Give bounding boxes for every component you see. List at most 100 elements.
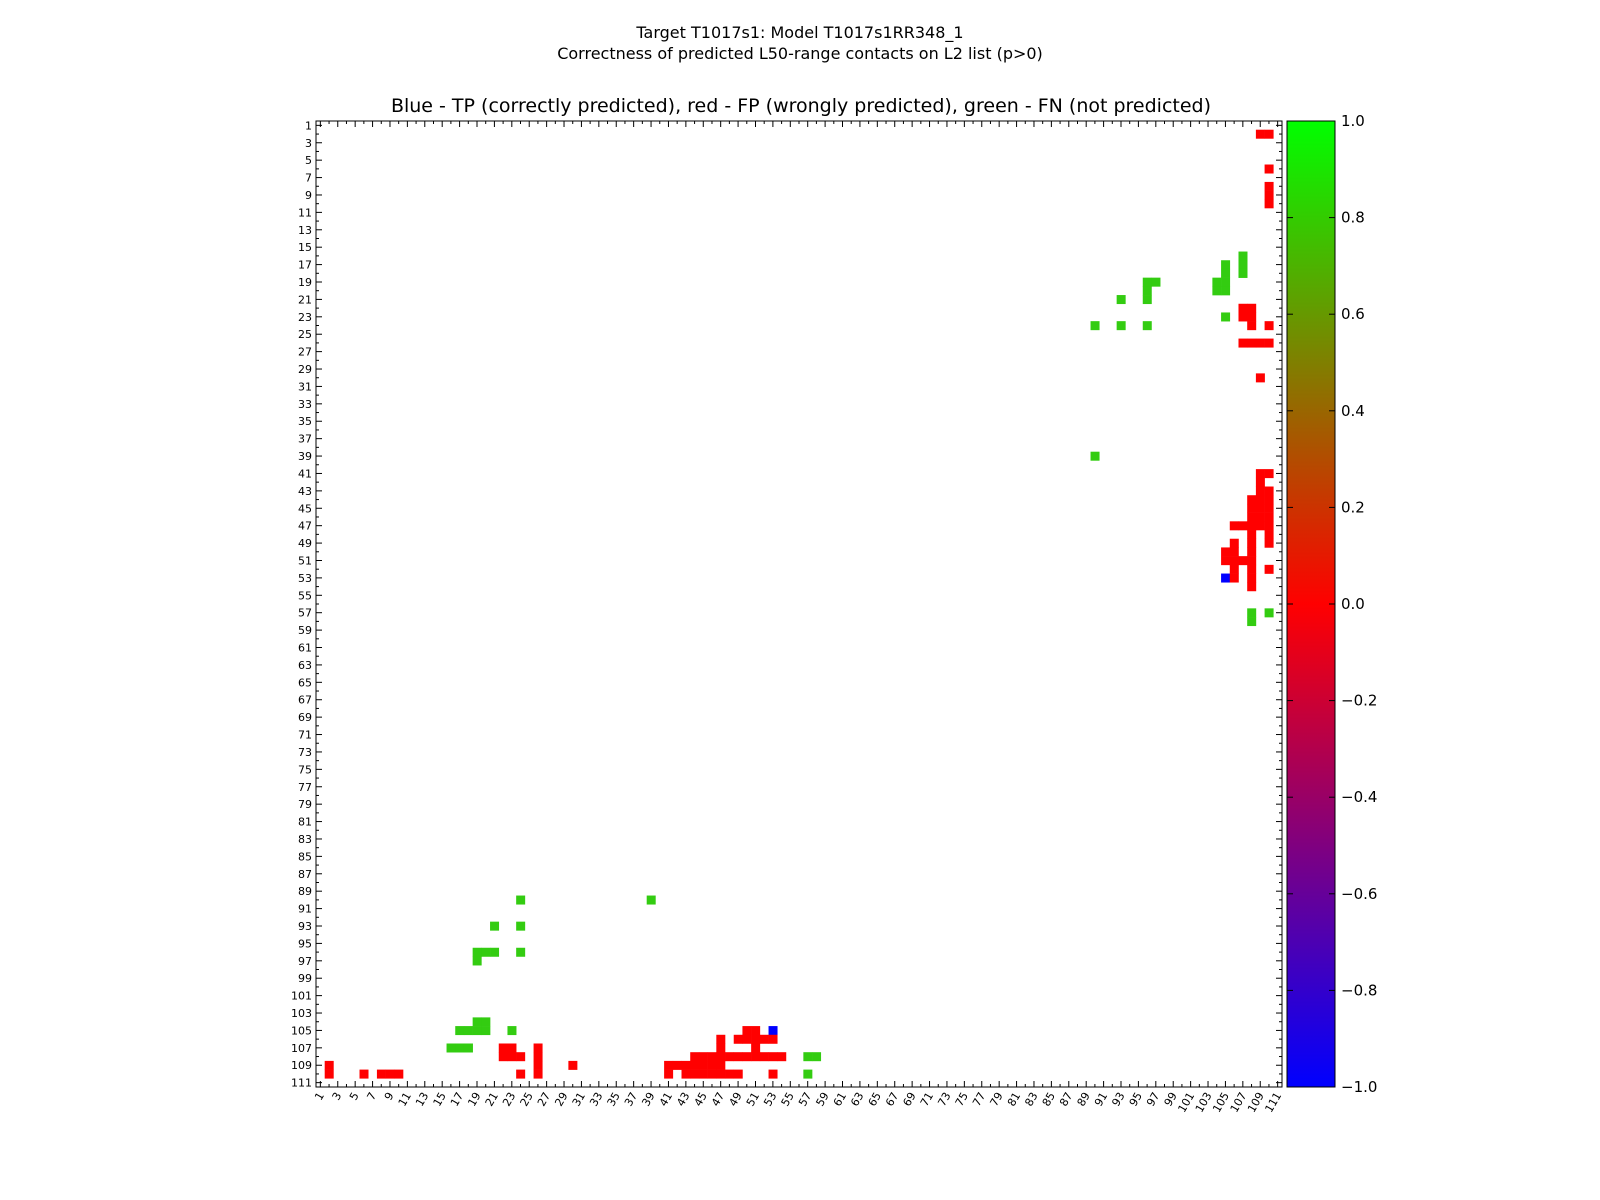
x-tick-label: 89 <box>1075 1090 1093 1109</box>
heatmap-cell-68 <box>1247 564 1257 574</box>
heatmap-cell-14 <box>1221 277 1231 287</box>
heatmap-cell-43 <box>1264 495 1274 505</box>
x-tick-label: 37 <box>622 1090 640 1109</box>
heatmap-cell-28 <box>1247 321 1257 331</box>
heatmap-cell-38 <box>1255 477 1265 487</box>
x-tick-label: 5 <box>347 1090 362 1103</box>
heatmap-cell-36 <box>1255 469 1265 479</box>
y-tick-label: 11 <box>298 206 312 219</box>
x-tick-label: 101 <box>1175 1090 1197 1115</box>
y-tick-label: 71 <box>298 729 312 742</box>
heatmap-cell-147 <box>698 1069 708 1079</box>
heatmap-cell-126 <box>812 1052 822 1062</box>
y-tick-label: 89 <box>298 885 312 898</box>
heatmap-cell-50 <box>1229 521 1239 531</box>
figure-suptitle-line2: Correctness of predicted L50-range conta… <box>557 44 1043 63</box>
heatmap-cell-91 <box>481 1026 491 1036</box>
chart-title: Blue - TP (correctly predicted), red - F… <box>390 95 1212 117</box>
x-tick-label: 95 <box>1127 1090 1145 1109</box>
heatmap-cell-119 <box>733 1052 743 1062</box>
x-tick-label: 97 <box>1144 1090 1162 1109</box>
y-tick-label: 21 <box>298 293 312 306</box>
x-tick-label: 107 <box>1228 1090 1250 1115</box>
heatmap-cell-63 <box>1221 556 1231 566</box>
y-tick-label: 85 <box>298 850 312 863</box>
x-tick-label: 79 <box>988 1090 1006 1109</box>
y-tick-label: 47 <box>298 520 312 533</box>
heatmap-cell-133 <box>690 1060 700 1070</box>
heatmap-cell-93 <box>742 1026 752 1036</box>
heatmap-cell-61 <box>1229 547 1239 557</box>
x-tick-label: 15 <box>431 1090 449 1109</box>
heatmap-cell-145 <box>681 1069 691 1079</box>
x-tick-label: 59 <box>813 1090 831 1109</box>
heatmap-cell-27 <box>1142 321 1152 331</box>
colorbar-tick-label: 0.8 <box>1341 209 1365 227</box>
heatmap-cell-15 <box>1142 286 1152 296</box>
heatmap-cell-116 <box>707 1052 717 1062</box>
heatmap-cell-82 <box>481 947 491 957</box>
y-tick-label: 81 <box>298 816 312 829</box>
heatmap-cell-33 <box>1264 338 1274 348</box>
heatmap-cell-64 <box>1229 556 1239 566</box>
heatmap-cell-140 <box>385 1069 395 1079</box>
x-tick-label: 111 <box>1262 1090 1284 1115</box>
heatmap-cell-66 <box>1247 556 1257 566</box>
y-tick-label: 55 <box>298 589 312 602</box>
heatmap-cell-54 <box>1264 521 1274 531</box>
heatmap-cell-132 <box>681 1060 691 1070</box>
heatmap-cell-94 <box>751 1026 761 1036</box>
y-tick-label: 67 <box>298 694 312 707</box>
heatmap-cell-136 <box>716 1060 726 1070</box>
x-tick-label: 35 <box>605 1090 623 1109</box>
y-tick-label: 93 <box>298 920 312 933</box>
heatmap-cell-3 <box>1264 181 1274 191</box>
heatmap-cell-35 <box>1090 451 1100 461</box>
x-tick-label: 55 <box>779 1090 797 1109</box>
heatmap-cell-104 <box>463 1043 473 1053</box>
y-tick-label: 51 <box>298 554 312 567</box>
heatmap-cell-24 <box>1247 312 1257 322</box>
heatmap-cell-44 <box>1247 503 1257 513</box>
heatmap-cell-16 <box>1212 286 1222 296</box>
heatmap-cell-152 <box>768 1069 778 1079</box>
heatmap-cell-0 <box>1255 129 1265 139</box>
heatmap-cell-73 <box>1247 582 1257 592</box>
y-tick-label: 109 <box>291 1059 312 1072</box>
y-tick-label: 95 <box>298 937 312 950</box>
heatmap-cell-41 <box>1247 495 1257 505</box>
y-tick-label: 37 <box>298 433 312 446</box>
heatmap-cell-114 <box>690 1052 700 1062</box>
heatmap-cell-111 <box>507 1052 517 1062</box>
heatmap-cell-47 <box>1247 512 1257 522</box>
heatmap-cell-131 <box>672 1060 682 1070</box>
heatmap-cell-40 <box>1264 486 1274 496</box>
heatmap-cell-78 <box>646 895 656 905</box>
x-tick-label: 93 <box>1109 1090 1127 1109</box>
heatmap-cell-74 <box>1247 608 1257 618</box>
y-tick-label: 19 <box>298 276 312 289</box>
x-tick-label: 105 <box>1210 1090 1232 1115</box>
x-tick-label: 45 <box>692 1090 710 1109</box>
heatmap-cell-46 <box>1264 503 1274 513</box>
y-tick-label: 59 <box>298 624 312 637</box>
heatmap-cell-19 <box>1142 295 1152 305</box>
heatmap-cell-58 <box>1247 538 1257 548</box>
x-tick-label: 31 <box>570 1090 588 1109</box>
y-tick-label: 33 <box>298 398 312 411</box>
heatmap-cell-5 <box>1264 199 1274 209</box>
colorbar <box>1286 120 1336 1088</box>
y-tick-label: 97 <box>298 955 312 968</box>
heatmap-cell-32 <box>1255 338 1265 348</box>
y-tick-label: 17 <box>298 259 312 272</box>
heatmap-cell-139 <box>376 1069 386 1079</box>
y-tick-label: 63 <box>298 659 312 672</box>
colorbar-tick-label: 0.4 <box>1341 402 1365 420</box>
colorbar-tick-label: −0.2 <box>1341 692 1377 710</box>
heatmap-cell-87 <box>481 1017 491 1027</box>
heatmap-cell-89 <box>463 1026 473 1036</box>
x-axis: 1 3 5 7 9 11 13 15 17 19 21 23 25 27 29 31 33 35 37 39 41 43 4… <box>312 121 1284 1115</box>
x-tick-label: 75 <box>953 1090 971 1109</box>
y-tick-label: 99 <box>298 972 312 985</box>
heatmap-cell-77 <box>516 895 526 905</box>
